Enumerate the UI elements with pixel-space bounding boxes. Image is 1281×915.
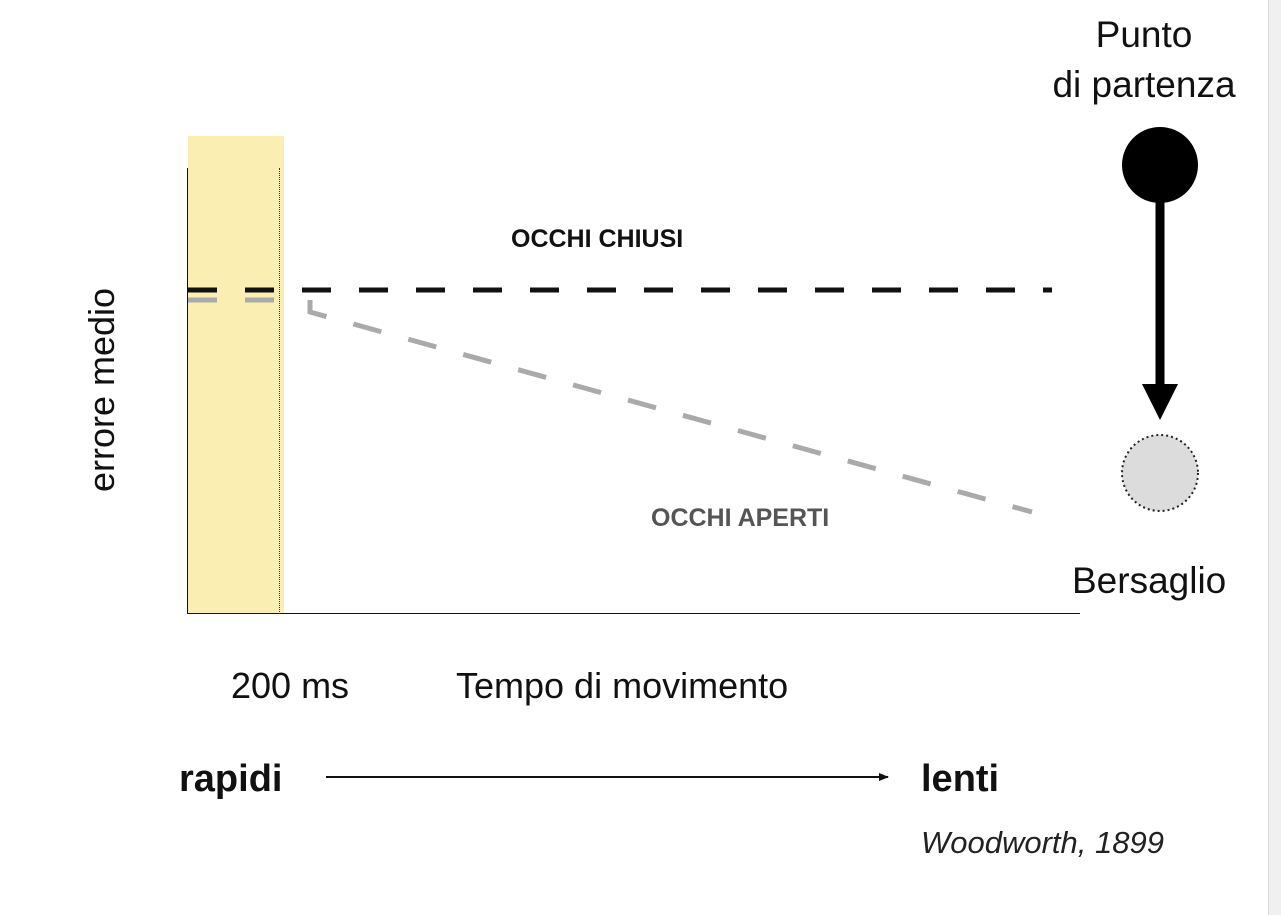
series-label-occhi-aperti: OCCHI APERTI (651, 504, 830, 532)
x-axis-label: Tempo di movimento (456, 665, 789, 706)
target-icon (1121, 434, 1199, 512)
target-label: Bersaglio (1072, 560, 1227, 601)
movement-arrow-head (1142, 384, 1178, 420)
citation: Woodworth, 1899 (921, 825, 1164, 860)
start-point-label-line1: Punto (1095, 14, 1193, 55)
start-point-icon (1122, 127, 1198, 203)
threshold-200ms-line (279, 168, 280, 614)
x-axis (187, 613, 1080, 614)
scrollbar[interactable] (1268, 0, 1281, 915)
fast-movement-region (188, 136, 284, 614)
start-point-label: Punto di partenza (1052, 10, 1235, 110)
y-axis-label: errore medio (81, 287, 122, 493)
threshold-label: 200 ms (231, 665, 350, 706)
y-axis (187, 168, 188, 614)
speed-end-label: lenti (921, 758, 1000, 800)
speed-start-label: rapidi (179, 758, 283, 800)
start-point-label-line2: di partenza (1052, 64, 1236, 105)
series-occhi-aperti-line (307, 300, 1033, 515)
series-label-occhi-chiusi: OCCHI CHIUSI (511, 225, 684, 253)
